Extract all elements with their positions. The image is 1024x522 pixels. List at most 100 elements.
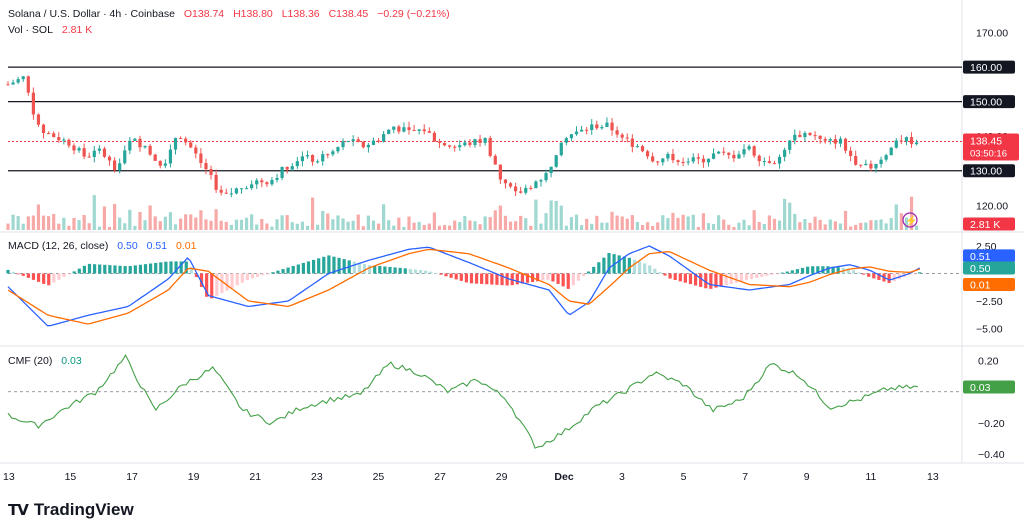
macd-histogram-bar xyxy=(92,264,97,274)
volume-bar xyxy=(417,221,421,230)
candle-body xyxy=(899,140,903,142)
volume-bar xyxy=(407,216,411,230)
volume-bar xyxy=(346,221,350,230)
candle-body xyxy=(234,188,239,194)
macd-histogram-bar xyxy=(678,273,682,282)
volume-bar xyxy=(128,209,132,230)
tradingview-logo[interactable]: 𝗧𝗩 TradingView xyxy=(8,500,134,520)
time-tick-label: 27 xyxy=(434,471,446,483)
volume-bar xyxy=(833,221,837,230)
macd-signal-badge-text: 0.50 xyxy=(970,263,991,275)
candle-body xyxy=(478,139,482,143)
macd-histogram-bar xyxy=(693,273,698,286)
candle-body xyxy=(818,135,822,139)
volume-bar xyxy=(189,214,193,230)
macd-histogram-bar xyxy=(164,261,168,274)
macd-histogram-bar xyxy=(439,273,443,275)
volume-bar xyxy=(615,215,619,230)
macd-histogram-bar xyxy=(179,261,183,274)
volume-bar xyxy=(767,215,771,230)
candle-body xyxy=(681,161,685,163)
price-axis: 120.00130.00140.00150.00160.00170.002.50… xyxy=(976,28,1008,462)
volume-bar xyxy=(260,219,264,230)
candle-body xyxy=(585,129,589,131)
candle-body xyxy=(280,167,284,178)
macd-histogram-bar xyxy=(174,261,178,274)
candle-body xyxy=(762,161,766,163)
volume-bar xyxy=(772,218,777,230)
candle-body xyxy=(417,129,421,131)
candle-body xyxy=(717,151,721,154)
candle-body xyxy=(915,142,919,145)
candle-body xyxy=(437,141,442,143)
macd-histogram-bar xyxy=(261,273,265,276)
candle-body xyxy=(579,129,584,132)
macd-histogram-bar xyxy=(515,273,519,285)
macd-histogram-bar xyxy=(429,271,433,274)
candle-body xyxy=(402,127,406,132)
time-tick-label: 15 xyxy=(65,471,77,483)
candle-body xyxy=(11,82,15,85)
candle-body xyxy=(869,163,873,169)
macd-histogram-bar xyxy=(755,273,759,279)
candle-body xyxy=(31,92,35,115)
volume-bar xyxy=(529,225,533,230)
macd-histogram-bar xyxy=(128,265,132,274)
volume-bar xyxy=(67,225,71,230)
macd-histogram-bar xyxy=(408,268,412,274)
volume-bar xyxy=(656,222,660,230)
candle-body xyxy=(265,182,269,185)
symbol-title[interactable]: Solana / U.S. Dollar · 4h · Coinbase xyxy=(8,8,175,20)
macd-histogram-bar xyxy=(11,271,15,274)
candle-body xyxy=(600,127,604,129)
time-tick-label: 13 xyxy=(3,471,15,483)
candle-body xyxy=(168,149,173,164)
volume-bar xyxy=(133,225,137,230)
candle-body xyxy=(640,146,645,152)
macd-histogram-bar xyxy=(872,273,876,279)
lightning-icon xyxy=(902,212,918,228)
volume-bar xyxy=(77,220,81,230)
volume-bar xyxy=(158,221,162,230)
candle-body xyxy=(387,129,391,135)
cmf-legend[interactable]: CMF (20) 0.03 xyxy=(8,355,82,367)
macd-pane xyxy=(6,245,962,327)
candle-body xyxy=(508,183,513,187)
volume-bar xyxy=(82,215,86,230)
volume-bar xyxy=(31,215,35,230)
candle-body xyxy=(473,139,477,145)
macd-histogram-bar xyxy=(862,273,866,275)
candle-body xyxy=(783,149,787,157)
volume-bar xyxy=(204,219,208,230)
candle-body xyxy=(82,148,86,157)
macd-histogram-bar xyxy=(306,261,311,274)
macd-histogram-bar xyxy=(592,266,596,274)
volume-bar xyxy=(777,220,782,230)
candle-body xyxy=(676,160,680,162)
candle-body xyxy=(62,139,66,141)
volume-bar xyxy=(879,219,883,230)
symbol-legend[interactable]: Solana / U.S. Dollar · 4h · Coinbase O13… xyxy=(8,8,450,20)
volume-bar xyxy=(493,210,497,230)
macd-histogram-bar xyxy=(469,273,474,284)
volume-bar xyxy=(209,220,213,230)
macd-histogram-bar xyxy=(103,264,107,274)
volume-legend[interactable]: Vol · SOL 2.81 K xyxy=(8,24,92,36)
volume-bar xyxy=(849,226,853,230)
macd-histogram-bar xyxy=(673,273,677,280)
volume-bar xyxy=(305,225,310,230)
candle-body xyxy=(209,169,213,175)
macd-histogram-bar xyxy=(709,273,713,289)
candle-body xyxy=(798,134,802,138)
volume-bar xyxy=(250,214,254,230)
candle-body xyxy=(331,151,335,155)
candle-body xyxy=(336,147,340,152)
volume-bar xyxy=(47,216,51,230)
macd-histogram-bar xyxy=(388,266,392,274)
macd-legend[interactable]: MACD (12, 26, close) 0.50 0.51 0.01 xyxy=(8,240,196,252)
macd-histogram-bar xyxy=(474,273,479,284)
candle-body xyxy=(838,138,843,144)
volume-bar xyxy=(803,219,807,230)
